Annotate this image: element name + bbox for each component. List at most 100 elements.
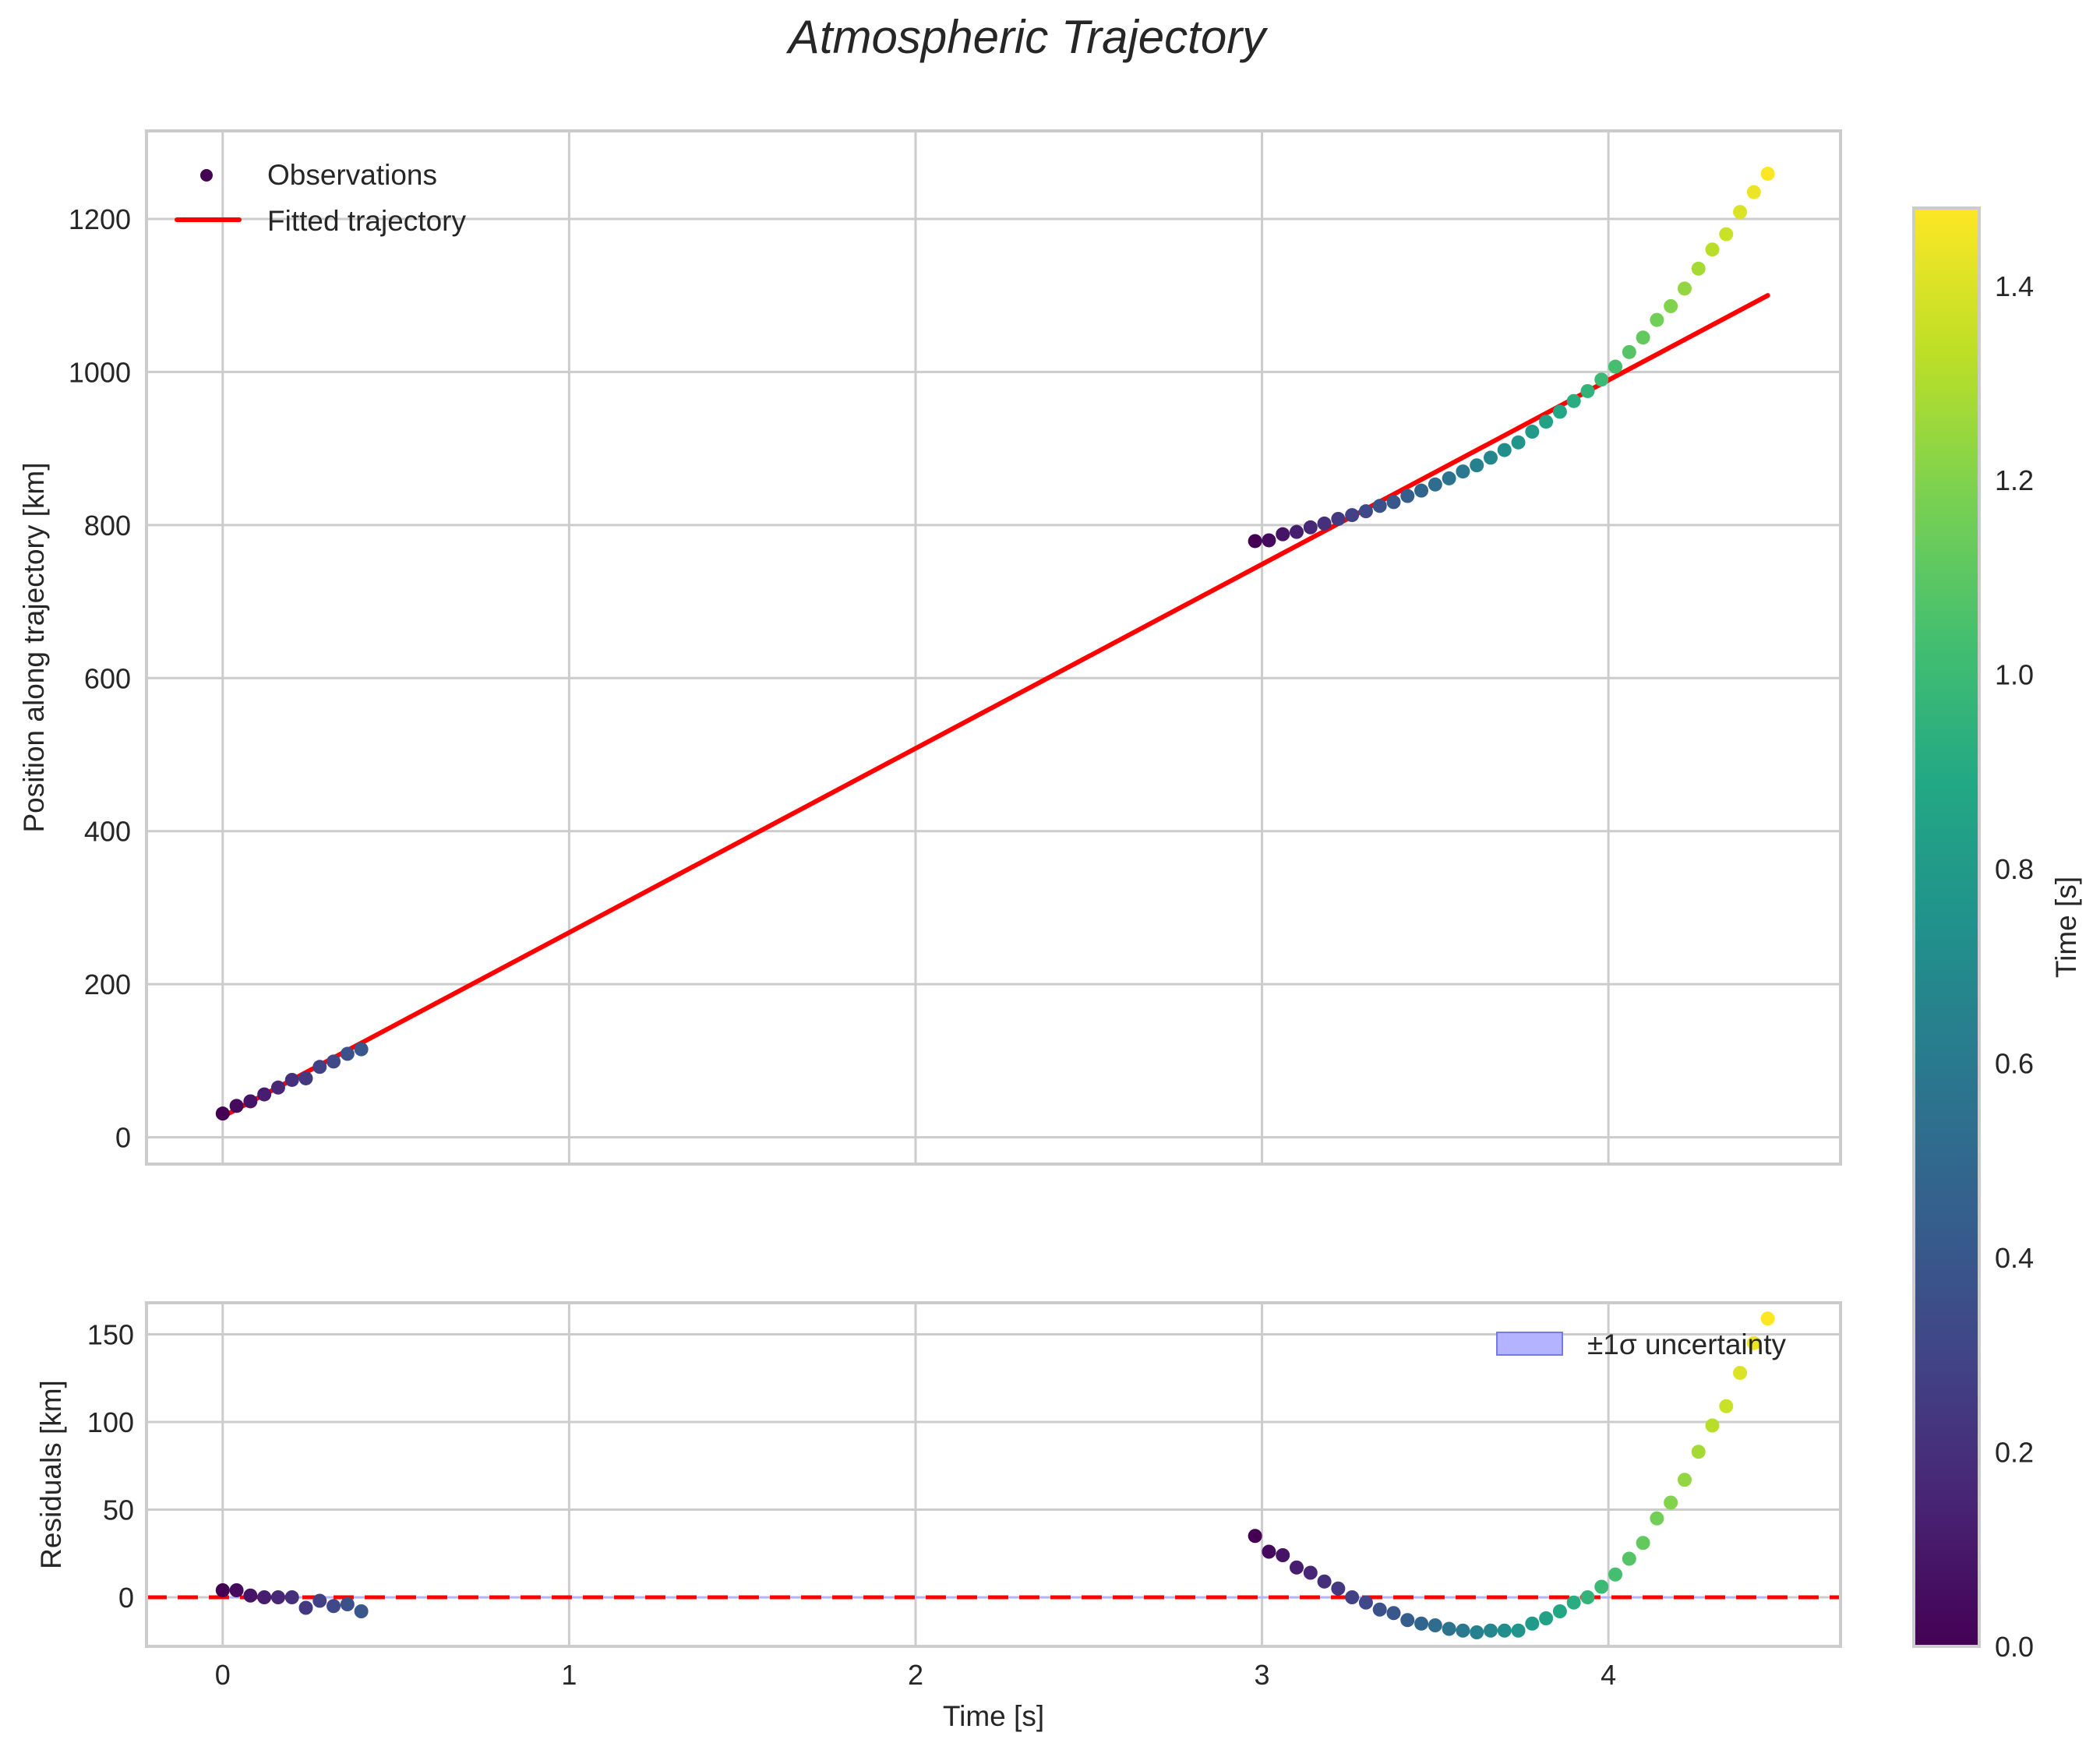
- residual-point: [1456, 1623, 1470, 1638]
- residual-point: [298, 1600, 313, 1615]
- residual-point: [1691, 1445, 1706, 1459]
- observation-points: [215, 167, 1775, 1121]
- y-tick-label: 50: [103, 1494, 134, 1526]
- observation-point: [1650, 312, 1664, 327]
- y-tick-label: 1200: [69, 203, 131, 235]
- residual-point: [1719, 1399, 1734, 1413]
- residual-point: [1552, 1604, 1567, 1618]
- y-tick-label: 200: [84, 968, 131, 1000]
- y-tick-label: 800: [84, 510, 131, 542]
- residual-point: [1331, 1581, 1346, 1596]
- residual-point: [1483, 1623, 1498, 1638]
- residual-point: [1608, 1567, 1623, 1582]
- residuals-plot-area: [146, 1303, 1841, 1646]
- residual-point: [215, 1583, 230, 1597]
- observation-point: [1345, 508, 1360, 523]
- residual-point: [270, 1590, 285, 1604]
- x-tick-label: 0: [215, 1659, 231, 1691]
- residual-point: [1276, 1548, 1290, 1562]
- residual-point: [1248, 1529, 1262, 1544]
- residuals-y-axis-label: Residuals [km]: [35, 1380, 67, 1569]
- residuals-y-tick-labels: 0 50 100 150: [87, 1319, 134, 1614]
- residuals-legend: ±1σ uncertainty: [1496, 1328, 1786, 1360]
- residual-point: [1760, 1311, 1775, 1326]
- colorbar-tick-label: 0.4: [1995, 1242, 2034, 1274]
- residual-point: [312, 1593, 327, 1608]
- observation-point: [243, 1094, 258, 1109]
- x-tick-labels: 0 1 2 3 4: [215, 1659, 1616, 1691]
- trajectory-plot-area: [146, 131, 1841, 1164]
- x-tick-label: 3: [1255, 1659, 1270, 1691]
- uncertainty-legend-marker: [1496, 1332, 1563, 1356]
- colorbar-tick-label: 0.0: [1995, 1631, 2034, 1663]
- residual-point: [1566, 1595, 1581, 1610]
- fitted-trajectory-line: [220, 293, 1770, 1120]
- residual-point: [1705, 1418, 1720, 1433]
- observation-point: [1372, 499, 1387, 513]
- colorbar-label: Time [s]: [2050, 877, 2082, 978]
- observation-point: [1414, 483, 1429, 498]
- observation-point: [1622, 344, 1636, 359]
- residual-point: [1372, 1602, 1387, 1617]
- observation-point: [1636, 330, 1650, 345]
- colorbar-tick-labels: 0.0 0.2 0.4 0.6 0.8 1.0 1.2 1.4: [1995, 270, 2034, 1663]
- residual-point: [1650, 1511, 1664, 1526]
- residual-point: [1317, 1574, 1332, 1589]
- observation-point: [1442, 471, 1456, 485]
- residual-point: [1414, 1616, 1429, 1631]
- colorbar-tick-label: 0.8: [1995, 853, 2034, 885]
- residual-point: [1428, 1618, 1442, 1632]
- trajectory-grid: [146, 131, 1841, 1164]
- colorbar-tick-label: 1.0: [1995, 659, 2034, 691]
- trajectory-panel: 0 200 400 600 800 1000 1200 Position along tra…: [18, 129, 1842, 1166]
- observation-point: [1428, 477, 1442, 492]
- residual-point: [243, 1588, 258, 1603]
- residual-point: [1511, 1623, 1526, 1638]
- observation-point: [326, 1054, 341, 1069]
- observation-point: [1290, 524, 1304, 539]
- observation-point: [1525, 425, 1540, 439]
- x-tick-label: 1: [561, 1659, 577, 1691]
- observation-point: [1400, 489, 1415, 503]
- colorbar-tick-label: 0.6: [1995, 1048, 2034, 1080]
- trajectory-axes-frame: [145, 129, 1842, 1166]
- observation-point: [1594, 372, 1609, 387]
- residual-point: [1470, 1625, 1484, 1639]
- observation-point: [1566, 393, 1581, 408]
- residual-point: [1358, 1595, 1373, 1610]
- x-axis-label: Time [s]: [943, 1700, 1044, 1732]
- observation-point: [312, 1060, 327, 1074]
- residual-point: [340, 1597, 355, 1611]
- observation-point: [1262, 533, 1276, 548]
- observation-point: [1664, 298, 1678, 313]
- residual-point: [1746, 1335, 1761, 1350]
- residual-point: [1622, 1551, 1636, 1566]
- y-tick-label: 400: [84, 816, 131, 848]
- uncertainty-legend-label: ±1σ uncertainty: [1587, 1328, 1786, 1360]
- observation-point: [1497, 443, 1512, 457]
- colorbar: 0.0 0.2 0.4 0.6 0.8 1.0 1.2 1.4 Time [s]: [1912, 206, 2082, 1663]
- observations-legend-label: Observations: [267, 159, 437, 191]
- colorbar-tick-label: 0.2: [1995, 1437, 2034, 1469]
- observation-point: [229, 1099, 244, 1113]
- y-tick-label: 0: [115, 1122, 131, 1154]
- observation-point: [1303, 520, 1318, 535]
- observation-point: [1456, 464, 1470, 479]
- colorbar-gradient: [1912, 206, 1981, 1648]
- trajectory-legend: Observations Fitted trajectory: [175, 159, 466, 237]
- observation-point: [1511, 435, 1526, 450]
- observations-legend-marker: [200, 169, 213, 182]
- trajectory-y-axis-label: Position along trajectory [km]: [18, 462, 50, 832]
- residual-point: [1497, 1623, 1512, 1638]
- observation-point: [215, 1106, 230, 1121]
- observation-point: [257, 1087, 272, 1102]
- y-tick-label: 0: [118, 1582, 134, 1614]
- y-tick-label: 1000: [69, 356, 131, 388]
- residual-point: [1525, 1616, 1540, 1631]
- observation-point: [1276, 527, 1290, 542]
- residual-point: [1345, 1590, 1360, 1604]
- residual-point: [1733, 1366, 1748, 1380]
- residual-point: [257, 1590, 272, 1604]
- observation-point: [1677, 281, 1692, 296]
